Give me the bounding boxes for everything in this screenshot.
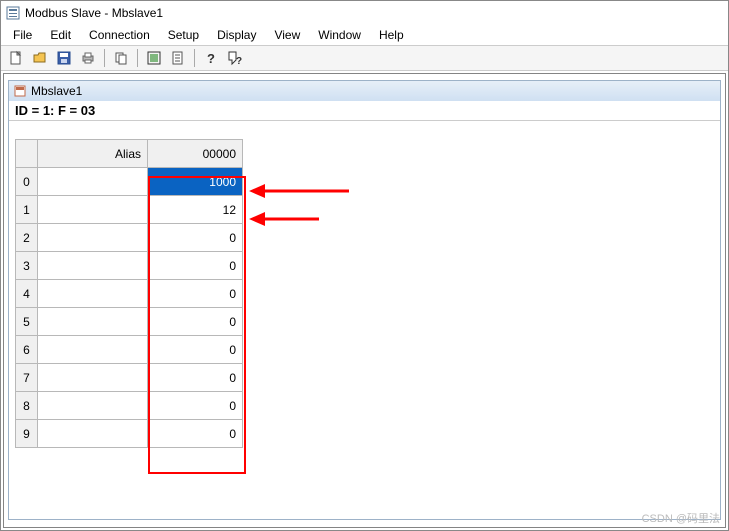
register-grid-wrap: Alias 00000 010001122030405060708090 (15, 139, 714, 513)
cell-alias[interactable] (38, 336, 148, 364)
row-index: 6 (16, 336, 38, 364)
cell-value[interactable]: 0 (148, 364, 243, 392)
table-row[interactable]: 30 (16, 252, 243, 280)
row-index: 4 (16, 280, 38, 308)
cell-value[interactable]: 0 (148, 280, 243, 308)
toolbar-separator (194, 49, 195, 67)
menu-window[interactable]: Window (310, 27, 369, 43)
watermark: CSDN @码里法 (642, 510, 720, 526)
toolbar-separator (137, 49, 138, 67)
child-title-text: Mbslave1 (31, 84, 82, 98)
svg-text:?: ? (236, 56, 242, 66)
print-icon[interactable] (77, 47, 99, 69)
document-icon (13, 84, 27, 98)
copy-icon[interactable] (110, 47, 132, 69)
table-row[interactable]: 90 (16, 420, 243, 448)
cell-alias[interactable] (38, 392, 148, 420)
svg-text:?: ? (207, 51, 215, 66)
cell-value[interactable]: 0 (148, 308, 243, 336)
cell-value[interactable]: 0 (148, 392, 243, 420)
menu-edit[interactable]: Edit (42, 27, 79, 43)
toolbar: ? ? (1, 45, 728, 71)
open-icon[interactable] (29, 47, 51, 69)
connect-icon[interactable] (143, 47, 165, 69)
menu-setup[interactable]: Setup (160, 27, 207, 43)
menu-connection[interactable]: Connection (81, 27, 158, 43)
row-index: 1 (16, 196, 38, 224)
mdi-client: Mbslave1 ID = 1: F = 03 Alias 00000 0100… (3, 73, 726, 528)
register-grid[interactable]: Alias 00000 010001122030405060708090 (15, 139, 243, 448)
cell-value[interactable]: 1000 (148, 168, 243, 196)
row-index: 3 (16, 252, 38, 280)
cell-value[interactable]: 12 (148, 196, 243, 224)
window-title: Modbus Slave - Mbslave1 (25, 6, 163, 20)
menu-help[interactable]: Help (371, 27, 412, 43)
cell-alias[interactable] (38, 224, 148, 252)
cell-value[interactable]: 0 (148, 336, 243, 364)
child-title-bar[interactable]: Mbslave1 (9, 81, 720, 101)
table-row[interactable]: 60 (16, 336, 243, 364)
toolbar-separator (104, 49, 105, 67)
row-index: 7 (16, 364, 38, 392)
row-index: 8 (16, 392, 38, 420)
table-row[interactable]: 50 (16, 308, 243, 336)
save-icon[interactable] (53, 47, 75, 69)
row-index: 5 (16, 308, 38, 336)
row-index: 9 (16, 420, 38, 448)
cell-value[interactable]: 0 (148, 224, 243, 252)
title-bar: Modbus Slave - Mbslave1 (1, 1, 728, 25)
menu-view[interactable]: View (266, 27, 308, 43)
table-row[interactable]: 1 12 (16, 196, 243, 224)
cell-alias[interactable] (38, 308, 148, 336)
cell-alias[interactable] (38, 252, 148, 280)
table-row[interactable]: 0 1000 (16, 168, 243, 196)
context-help-icon[interactable]: ? (224, 47, 246, 69)
cell-value[interactable]: 0 (148, 252, 243, 280)
cell-value[interactable]: 0 (148, 420, 243, 448)
cell-alias[interactable] (38, 168, 148, 196)
table-row[interactable]: 40 (16, 280, 243, 308)
row-index: 0 (16, 168, 38, 196)
help-icon[interactable]: ? (200, 47, 222, 69)
menu-display[interactable]: Display (209, 27, 264, 43)
cell-alias[interactable] (38, 420, 148, 448)
cell-alias[interactable] (38, 280, 148, 308)
new-icon[interactable] (5, 47, 27, 69)
table-row[interactable]: 70 (16, 364, 243, 392)
col-header-alias[interactable]: Alias (38, 140, 148, 168)
col-header-index (16, 140, 38, 168)
app-icon (5, 5, 21, 21)
menu-bar: File Edit Connection Setup Display View … (1, 25, 728, 45)
cell-alias[interactable] (38, 364, 148, 392)
row-index: 2 (16, 224, 38, 252)
child-window: Mbslave1 ID = 1: F = 03 Alias 00000 0100… (8, 80, 721, 520)
table-row[interactable]: 80 (16, 392, 243, 420)
col-header-value[interactable]: 00000 (148, 140, 243, 168)
disconnect-icon[interactable] (167, 47, 189, 69)
table-row[interactable]: 20 (16, 224, 243, 252)
cell-alias[interactable] (38, 196, 148, 224)
menu-file[interactable]: File (5, 27, 40, 43)
status-line: ID = 1: F = 03 (9, 101, 720, 121)
